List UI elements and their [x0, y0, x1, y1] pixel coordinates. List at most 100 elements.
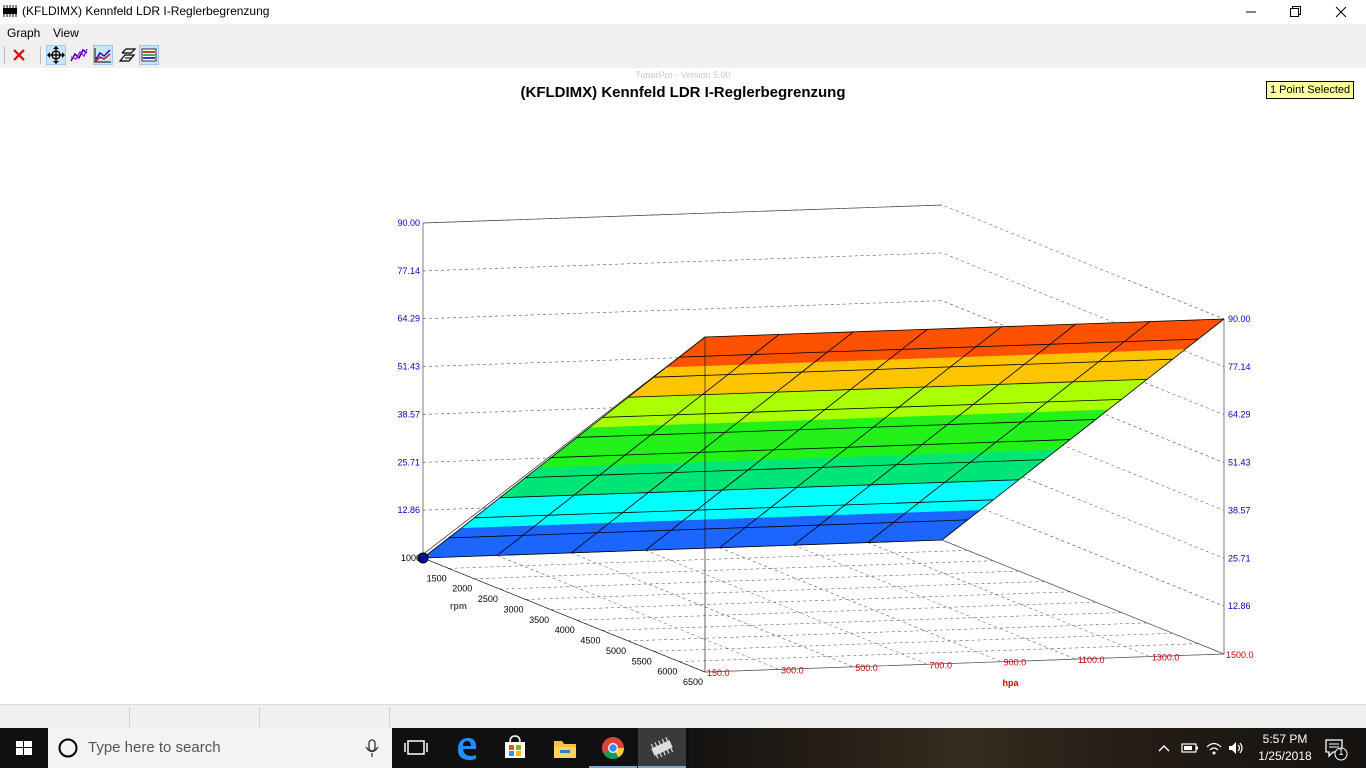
surface-mesh-line — [576, 419, 1096, 438]
z-tick-label-left: 90.00 — [397, 218, 420, 228]
taskbar: Type here to search — [0, 728, 1366, 768]
wifi-icon[interactable] — [1204, 738, 1224, 758]
close-graph-icon — [13, 49, 25, 61]
y-tick-label: 700.0 — [929, 660, 952, 670]
x-tick-label: 6000 — [657, 667, 677, 677]
file-explorer-icon — [554, 741, 576, 758]
wall-gridline — [422, 491, 1225, 607]
toolbar — [0, 42, 1366, 68]
surface-mesh-line — [941, 318, 1225, 541]
y-tick-label: 900.0 — [1004, 658, 1027, 668]
edge-button[interactable] — [443, 728, 491, 768]
start-button[interactable] — [0, 728, 48, 768]
move-button[interactable] — [46, 45, 66, 65]
floor-gridline — [645, 550, 928, 665]
cortana-icon — [58, 738, 78, 758]
menu-view[interactable]: View — [53, 26, 79, 40]
x-tick-label: 1500 — [427, 573, 447, 583]
surface-mesh-line — [474, 499, 994, 519]
edge-icon — [458, 738, 477, 760]
chip-icon — [3, 5, 17, 17]
line-graph-icon — [70, 48, 88, 62]
surface-mesh-line — [628, 378, 1148, 398]
chrome-icon — [602, 737, 624, 759]
x-tick-label: 1000 — [401, 553, 421, 563]
surface-chart[interactable]: 12.86 12.86 25.71 25.71 38.57 38.57 51.43 51.43… — [0, 68, 1366, 704]
toolbar-separator — [40, 46, 41, 64]
x-tick-label: 2500 — [478, 594, 498, 604]
y-tick-label: 1500.0 — [1226, 650, 1254, 660]
floor-gridline — [679, 643, 1199, 662]
x-tick-label: 6500 — [683, 677, 703, 687]
surface-mesh-line — [704, 318, 1225, 338]
surface-mesh-line — [499, 479, 1019, 499]
y-tick-label: 1300.0 — [1152, 653, 1180, 663]
y-tick-label: 300.0 — [781, 665, 804, 675]
x-tick-label: 2000 — [452, 584, 472, 594]
surface-mesh-line — [602, 398, 1122, 418]
microphone-icon[interactable] — [362, 728, 382, 768]
minimize-button[interactable] — [1228, 0, 1274, 24]
chevron-up-icon[interactable] — [1156, 738, 1176, 758]
floor-gridline — [499, 570, 1019, 590]
task-view-button[interactable] — [392, 728, 440, 768]
status-bar — [0, 704, 1366, 728]
windows-icon — [16, 741, 32, 755]
3d-graph-button[interactable] — [93, 45, 113, 65]
chart-surface[interactable] — [417, 318, 1225, 673]
chart-labels: 12.86 12.86 25.71 25.71 38.57 38.57 51.43 51.43… — [397, 218, 1253, 688]
x-tick-label: 3500 — [529, 615, 549, 625]
selected-point[interactable] — [417, 552, 429, 564]
chrome-button[interactable] — [589, 728, 637, 768]
clock-date[interactable]: 1/25/2018 — [1258, 749, 1312, 763]
z-tick-label-right: 64.29 — [1228, 410, 1251, 420]
menu-graph[interactable]: Graph — [7, 26, 41, 40]
surface-mesh-line — [496, 334, 780, 556]
battery-icon[interactable] — [1180, 738, 1200, 758]
tunerpro-button[interactable] — [638, 728, 686, 768]
store-icon — [505, 735, 525, 758]
tunerpro-icon — [650, 737, 674, 759]
store-button[interactable] — [491, 728, 539, 768]
table-icon — [141, 48, 157, 62]
surface-mesh-line — [793, 323, 1076, 546]
surface-mesh-line — [525, 459, 1045, 479]
search-box[interactable]: Type here to search — [48, 728, 392, 768]
x-tick-label: 4500 — [580, 636, 600, 646]
close-graph-button[interactable] — [9, 45, 29, 65]
x-tick-label: 5000 — [606, 646, 626, 656]
restore-icon — [1290, 6, 1301, 17]
surface-mesh-line — [448, 519, 968, 539]
notification-count: 1 — [1338, 747, 1344, 757]
version-watermark: TunerPro - Version 5.00 — [635, 70, 731, 80]
y-tick-label: 1100.0 — [1078, 655, 1105, 665]
restore-button[interactable] — [1272, 0, 1318, 24]
floor-gridline — [704, 653, 1225, 673]
line-graph-button[interactable] — [69, 45, 89, 65]
file-explorer-button[interactable] — [541, 728, 589, 768]
clock-time[interactable]: 5:57 PM — [1262, 732, 1308, 746]
volume-icon[interactable] — [1226, 738, 1246, 758]
floor-gridline — [571, 552, 854, 668]
surface-mesh-line — [719, 326, 1002, 549]
surface-mesh-line — [653, 358, 1173, 378]
floor-gridline — [793, 544, 1076, 660]
table-button[interactable] — [139, 45, 159, 65]
floor-gridline — [941, 539, 1225, 655]
close-icon — [1335, 6, 1347, 18]
floor-gridline — [719, 547, 1002, 662]
z-tick-label-right: 90.00 — [1228, 314, 1251, 324]
title-bar: (KFLDIMX) Kennfeld LDR I-Reglerbegrenzun… — [0, 0, 1366, 24]
action-center-button[interactable]: 1 — [1320, 728, 1360, 768]
surface-button[interactable] — [117, 45, 137, 65]
surface-mesh-line — [422, 336, 706, 559]
task-view-icon — [404, 740, 428, 755]
y-tick-label: 150.0 — [707, 668, 730, 678]
close-window-button[interactable] — [1318, 0, 1364, 24]
floor-gridline — [576, 601, 1096, 621]
graph-area[interactable]: 12.86 12.86 25.71 25.71 38.57 38.57 51.43 51.43… — [0, 68, 1366, 704]
selection-badge: 1 Point Selected — [1266, 81, 1355, 99]
floor-gridline — [602, 612, 1122, 631]
surface-mesh-line — [679, 338, 1199, 358]
surface-mesh-line — [551, 439, 1071, 458]
